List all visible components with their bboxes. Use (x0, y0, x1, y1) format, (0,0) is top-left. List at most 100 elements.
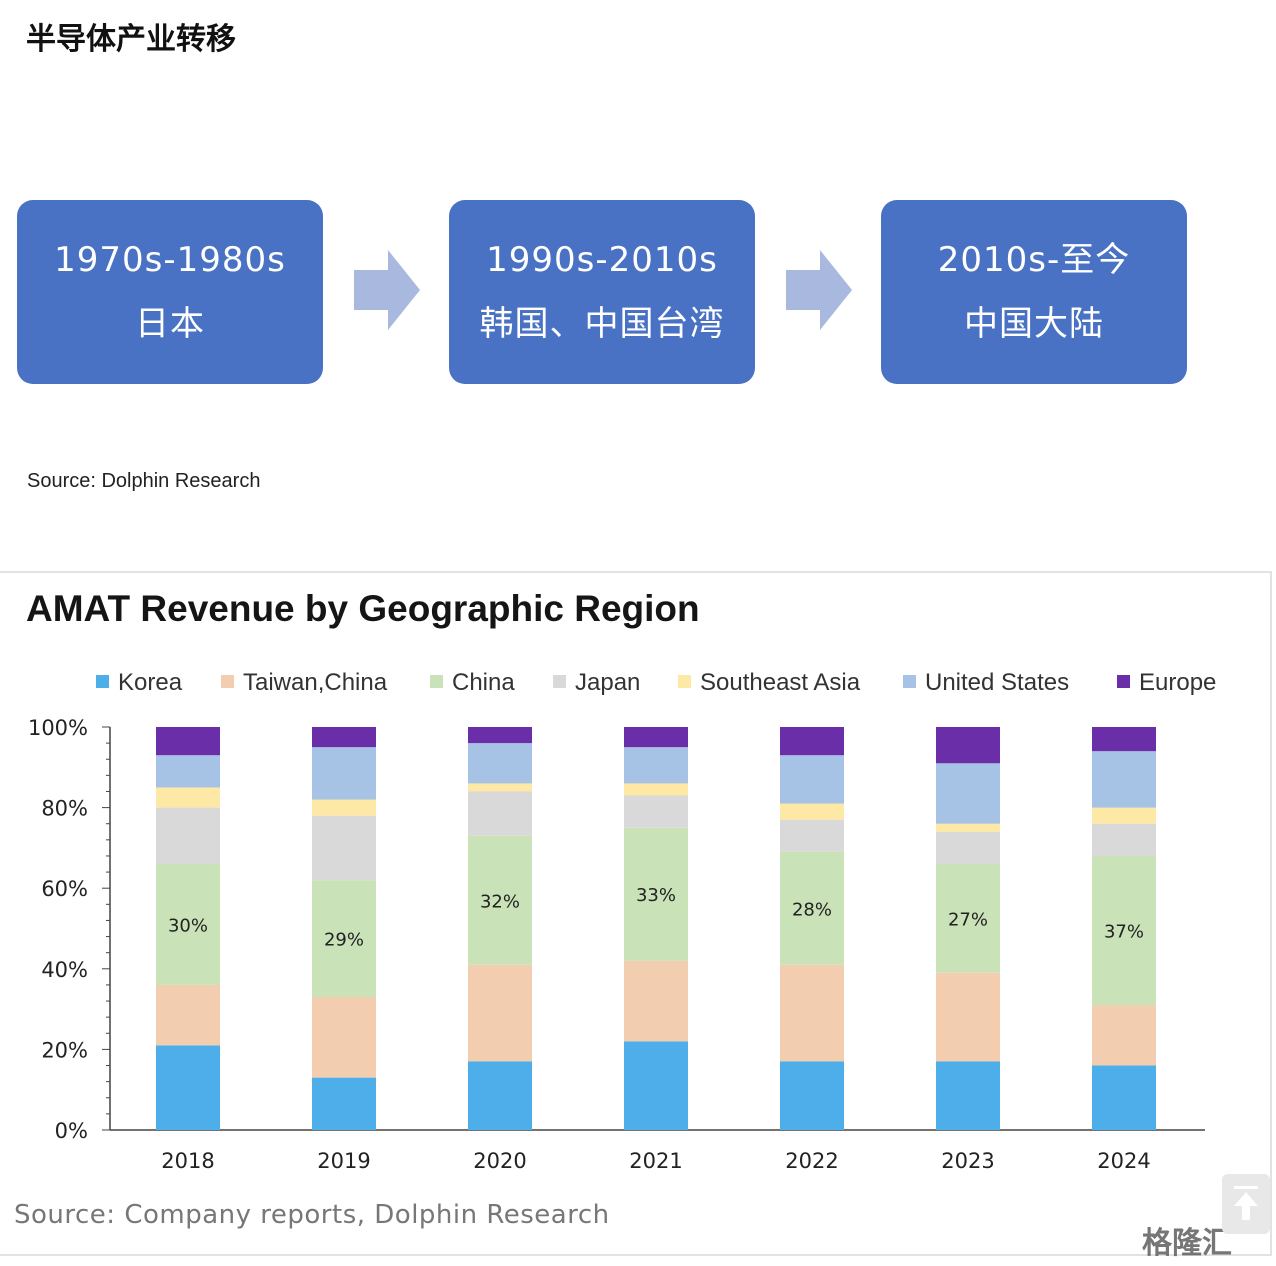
arrow-right-icon (786, 250, 852, 330)
x-tick-label: 2019 (317, 1149, 370, 1173)
bar-segment (780, 1061, 844, 1130)
data-label: 30% (168, 915, 208, 936)
legend-swatch (553, 675, 566, 688)
bar-segment (156, 787, 220, 808)
bar-segment (624, 827, 688, 961)
chart-title: AMAT Revenue by Geographic Region (26, 588, 700, 629)
stage-region: 韩国、中国台湾 (479, 304, 725, 344)
bar-segment (468, 783, 532, 792)
bar-segment (780, 964, 844, 1062)
x-tick-label: 2024 (1097, 1149, 1150, 1173)
source-note-bottom: Source: Company reports, Dolphin Researc… (14, 1200, 610, 1230)
bar-segment (936, 727, 1000, 764)
bar-segment (780, 803, 844, 820)
data-label: 37% (1104, 922, 1144, 943)
bar-segment (1092, 751, 1156, 808)
arrow-up-icon (1234, 1186, 1258, 1220)
brand-watermark: 格隆汇 (1142, 1226, 1232, 1261)
bar-segment (312, 1077, 376, 1130)
bar-segment (936, 864, 1000, 973)
bar-segment (936, 763, 1000, 824)
legend-swatch (903, 675, 916, 688)
x-tick-label: 2023 (941, 1149, 994, 1173)
y-tick-label: 0% (55, 1119, 88, 1143)
stage-box-3: 2010s-至今 中国大陆 (881, 200, 1187, 384)
bar-segment (156, 755, 220, 788)
bar-segment (780, 851, 844, 965)
bar-segment (312, 727, 376, 748)
source-note-top: Source: Dolphin Research (27, 470, 261, 492)
bar-segment (1092, 807, 1156, 824)
stage-period: 2010s-至今 (937, 240, 1131, 280)
stage-box-2: 1990s-2010s 韩国、中国台湾 (449, 200, 755, 384)
legend-swatch (430, 675, 443, 688)
bar-segment (312, 799, 376, 816)
stage-region: 中国大陆 (964, 304, 1104, 344)
legend-label: United States (925, 669, 1069, 696)
bar-segment (468, 1061, 532, 1130)
bar-segment (468, 964, 532, 1062)
bar-segment (1092, 1065, 1156, 1130)
bar-segment (156, 1045, 220, 1130)
bar-segment (936, 823, 1000, 832)
legend-swatch (96, 675, 109, 688)
bar-segment (624, 727, 688, 748)
data-label: 33% (636, 885, 676, 906)
legend-swatch (1117, 675, 1130, 688)
legend-label: Japan (575, 669, 640, 696)
bar-segment (1092, 727, 1156, 752)
bar-segment (624, 795, 688, 828)
bar-segment (156, 727, 220, 756)
bar-segment (156, 807, 220, 865)
y-tick-label: 60% (41, 877, 88, 901)
y-tick-label: 40% (41, 958, 88, 982)
legend-swatch (678, 675, 691, 688)
x-tick-label: 2020 (473, 1149, 526, 1173)
data-label: 27% (948, 909, 988, 930)
bar-segment (1092, 855, 1156, 1006)
bar-segment (624, 960, 688, 1042)
scroll-to-top-button[interactable] (1222, 1174, 1270, 1234)
x-tick-label: 2021 (629, 1149, 682, 1173)
bar-segment (312, 997, 376, 1078)
bar-segment (468, 835, 532, 965)
data-label: 29% (324, 930, 364, 951)
arrow-right-icon (354, 250, 420, 330)
x-tick-label: 2018 (161, 1149, 214, 1173)
bar-segment (780, 819, 844, 852)
legend-label: Europe (1139, 669, 1216, 696)
data-label: 32% (480, 891, 520, 912)
bar-segment (936, 1061, 1000, 1130)
stage-period: 1970s-1980s (54, 240, 286, 280)
bar-segment (780, 727, 844, 756)
stage-region: 日本 (135, 304, 205, 344)
legend-label: Taiwan,China (243, 669, 388, 696)
bar-segment (468, 727, 532, 744)
x-tick-label: 2022 (785, 1149, 838, 1173)
legend-label: Korea (118, 669, 183, 696)
bar-segment (156, 984, 220, 1046)
bar-segment (624, 747, 688, 784)
y-tick-label: 80% (41, 797, 88, 821)
bar-segment (624, 1041, 688, 1130)
bar-segment (468, 791, 532, 836)
stacked-bar-chart: Korea Taiwan,China China Japan Southeast Asi… (28, 669, 1216, 1173)
bar-segment (312, 880, 376, 998)
stage-box-1: 1970s-1980s 日本 (17, 200, 323, 384)
legend-swatch (221, 675, 234, 688)
bar-segment (936, 972, 1000, 1062)
y-tick-label: 20% (41, 1038, 88, 1062)
legend-label: China (452, 669, 515, 696)
bar-segment (312, 815, 376, 881)
bar-segment (936, 831, 1000, 865)
y-tick-label: 100% (28, 716, 88, 740)
bar-segment (468, 743, 532, 784)
bar-segment (312, 747, 376, 800)
page-title: 半导体产业转移 (26, 22, 236, 57)
legend-label: Southeast Asia (700, 669, 861, 696)
bar-segment (624, 783, 688, 796)
data-label: 28% (792, 899, 832, 920)
stage-period: 1990s-2010s (486, 240, 718, 280)
bar-segment (780, 755, 844, 804)
bar-segment (156, 864, 220, 985)
